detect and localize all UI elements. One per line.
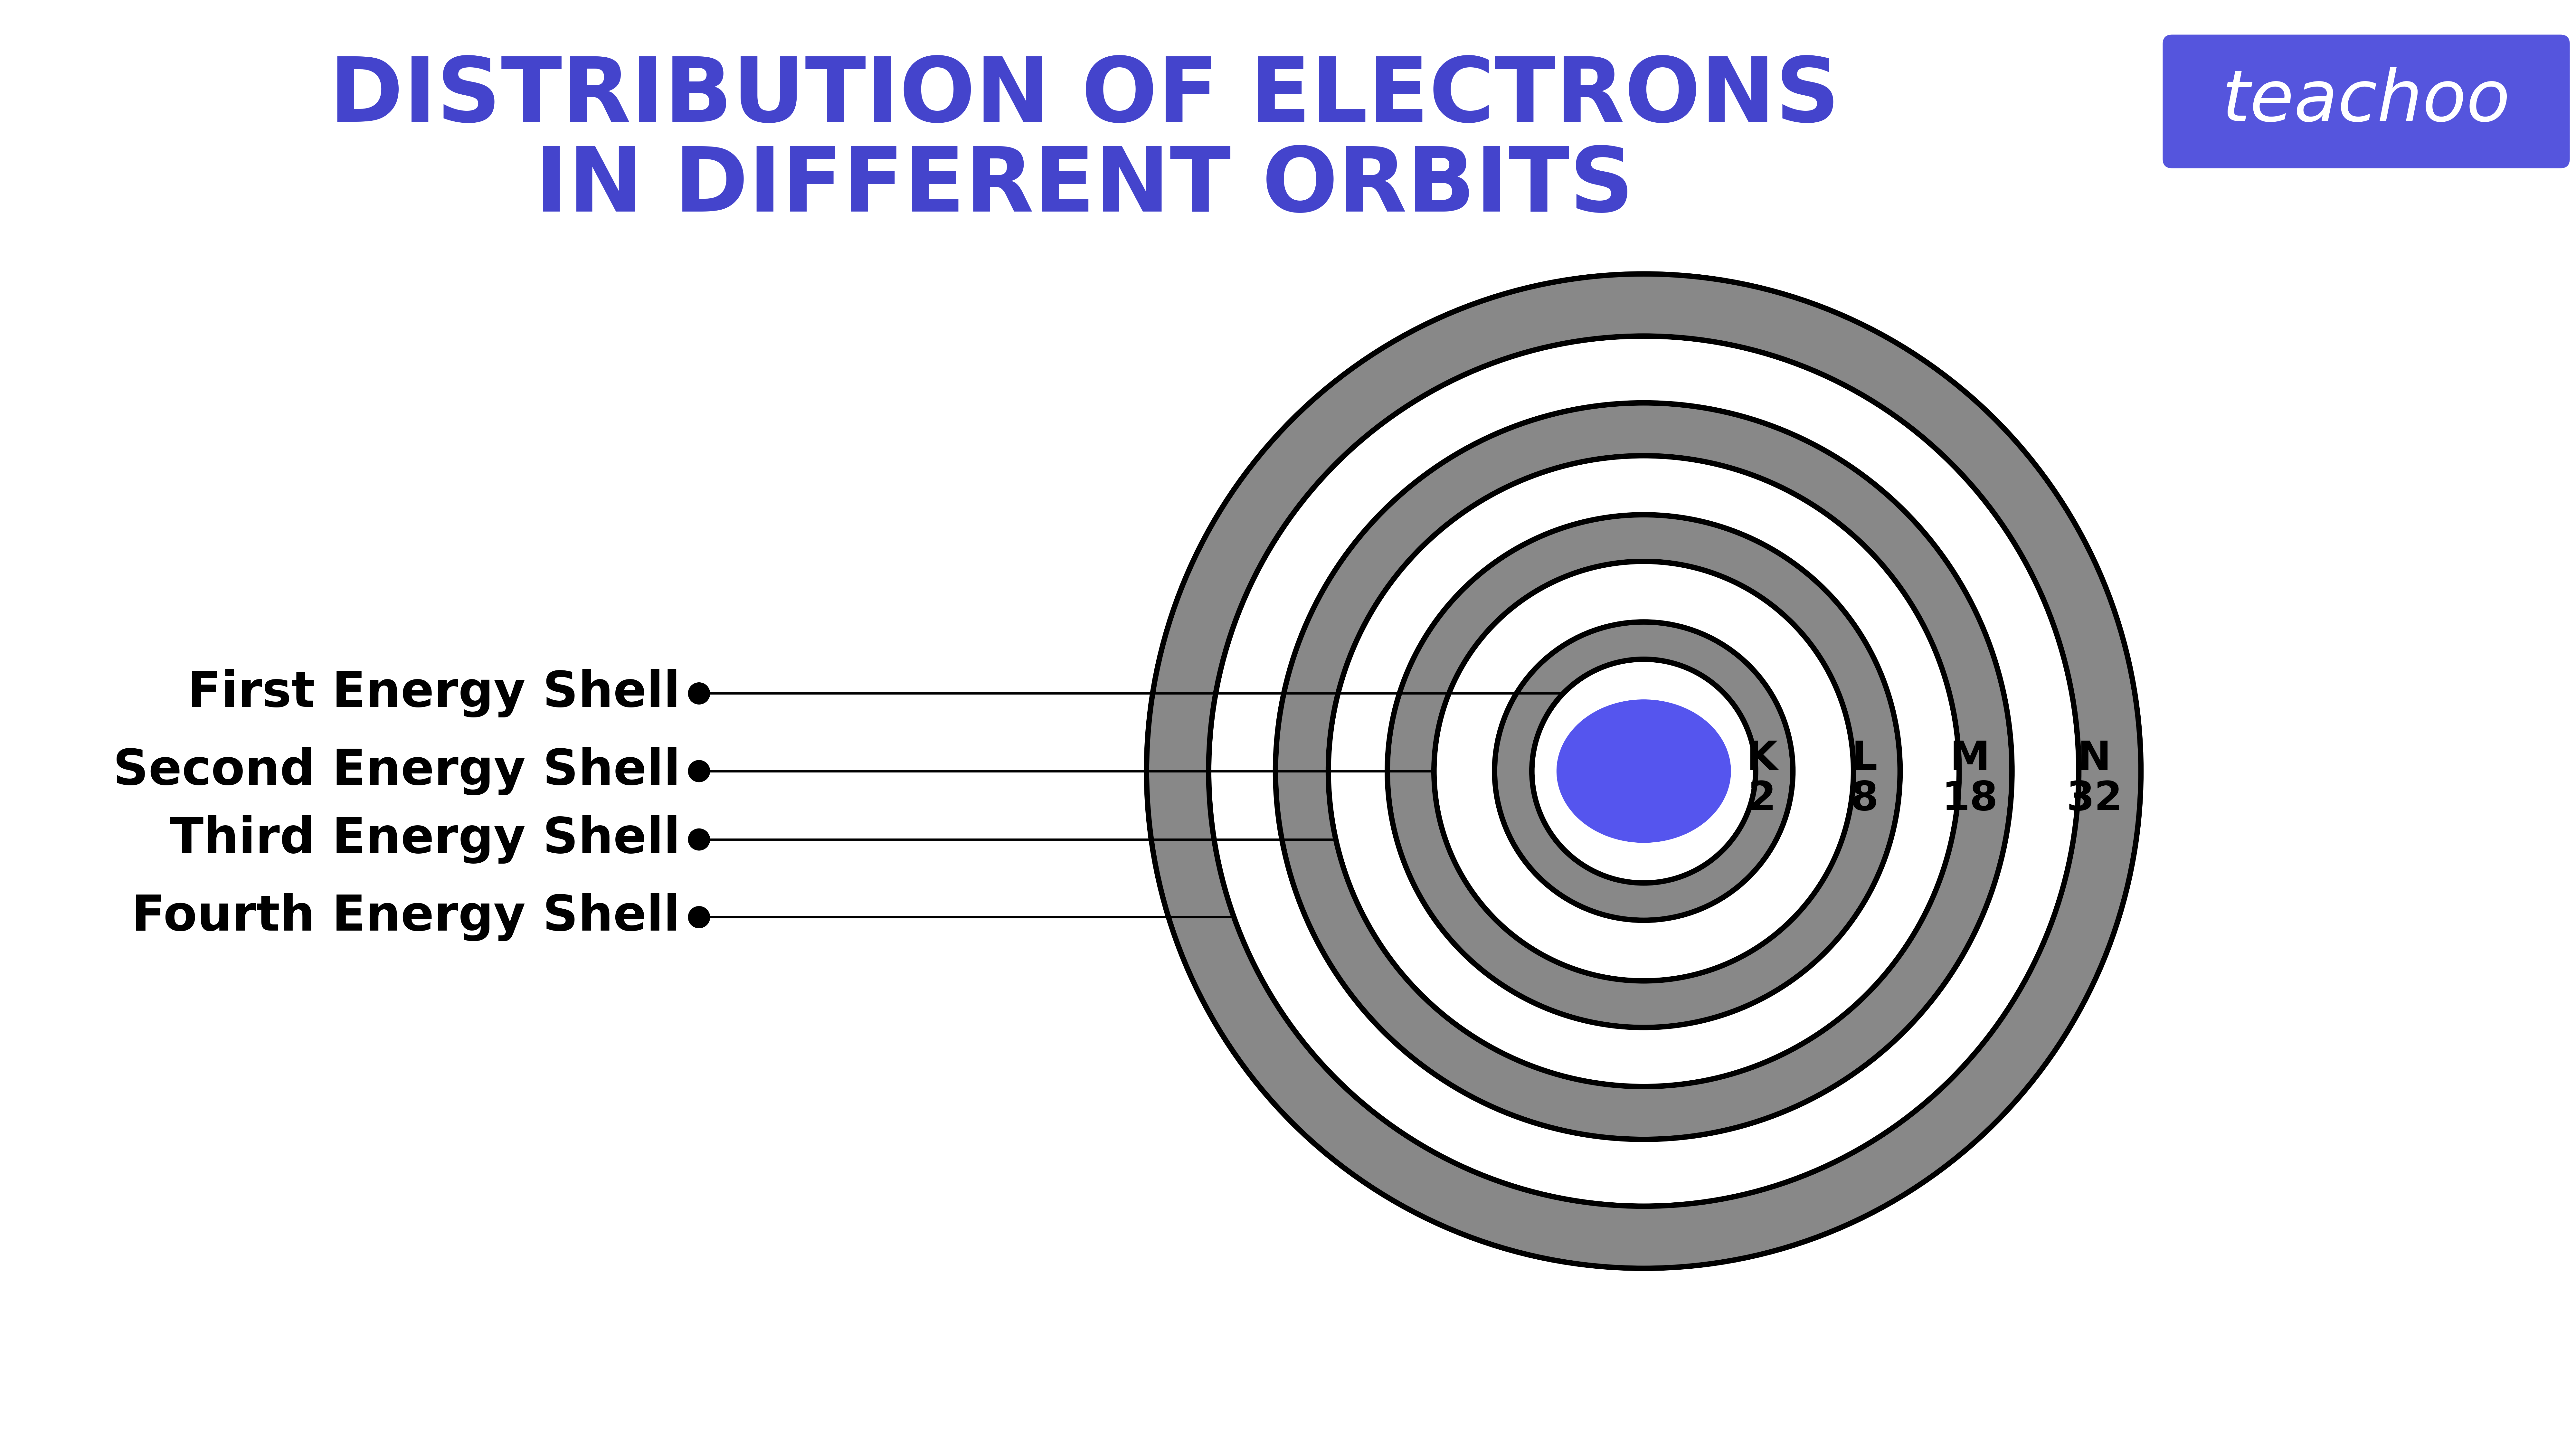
Text: Third Energy Shell: Third Energy Shell — [170, 816, 680, 864]
Circle shape — [1494, 622, 1793, 920]
Circle shape — [1435, 561, 1855, 981]
Text: DISTRIBUTION OF ELECTRONS: DISTRIBUTION OF ELECTRONS — [330, 54, 1839, 141]
Circle shape — [688, 682, 711, 704]
Circle shape — [1329, 455, 1960, 1087]
Text: K: K — [1747, 739, 1777, 778]
Circle shape — [1208, 336, 2079, 1206]
Circle shape — [688, 906, 711, 927]
Text: 8: 8 — [1850, 780, 1878, 819]
Text: Second Energy Shell: Second Energy Shell — [113, 748, 680, 796]
Text: M: M — [1950, 739, 1991, 778]
Circle shape — [1275, 403, 2012, 1139]
Text: 18: 18 — [1942, 780, 1999, 819]
Circle shape — [688, 829, 711, 851]
Circle shape — [1388, 514, 1901, 1027]
Text: N: N — [2076, 739, 2112, 778]
Text: teachoo: teachoo — [2223, 67, 2512, 136]
Text: 2: 2 — [1747, 780, 1775, 819]
Text: Fourth Energy Shell: Fourth Energy Shell — [131, 893, 680, 942]
Text: First Energy Shell: First Energy Shell — [188, 669, 680, 717]
FancyBboxPatch shape — [2164, 35, 2571, 168]
Circle shape — [1533, 659, 1757, 882]
Circle shape — [1146, 274, 2141, 1268]
Ellipse shape — [1556, 700, 1731, 842]
Text: 32: 32 — [2066, 780, 2123, 819]
Text: IN DIFFERENT ORBITS: IN DIFFERENT ORBITS — [536, 143, 1633, 230]
Circle shape — [688, 761, 711, 782]
Text: L: L — [1852, 739, 1878, 778]
